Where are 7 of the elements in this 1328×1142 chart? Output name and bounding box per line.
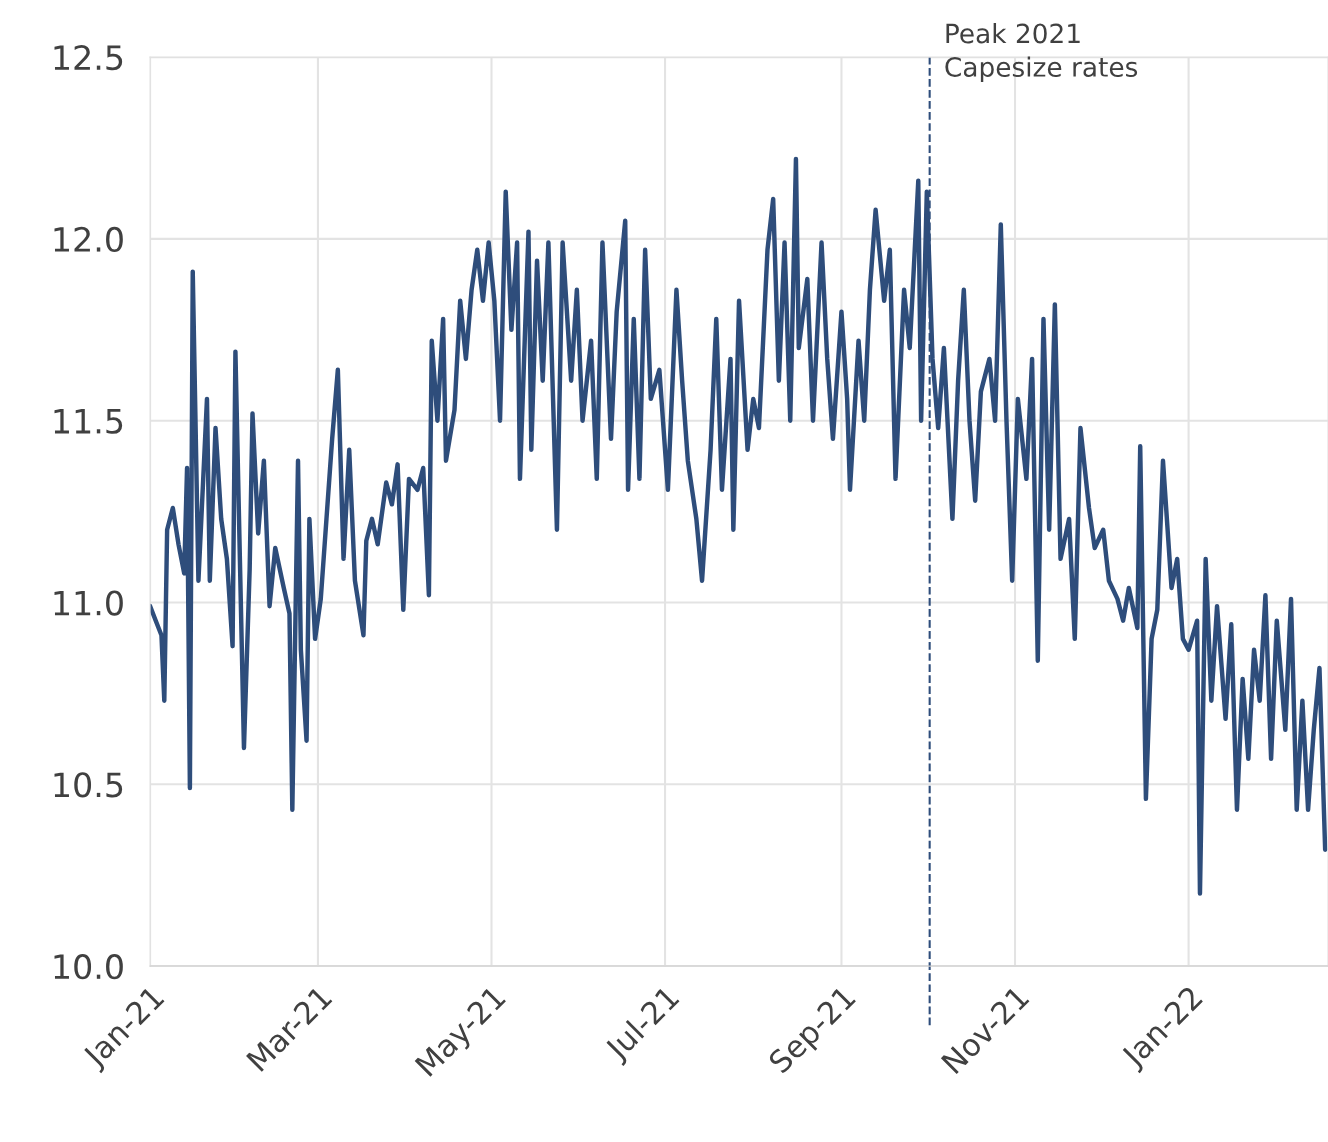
y-tick-label: 12.0	[54, 226, 123, 253]
y-tick-label: 10.0	[54, 954, 123, 980]
y-tick-label: 11.0	[54, 590, 123, 616]
ref-line-label: Peak 2021 Capesize rates	[945, 23, 1138, 83]
y-tick-label: 12.5	[54, 45, 123, 71]
y-tick-label: 11.5	[54, 409, 123, 434]
y-tick-label: 10.5	[54, 772, 123, 798]
